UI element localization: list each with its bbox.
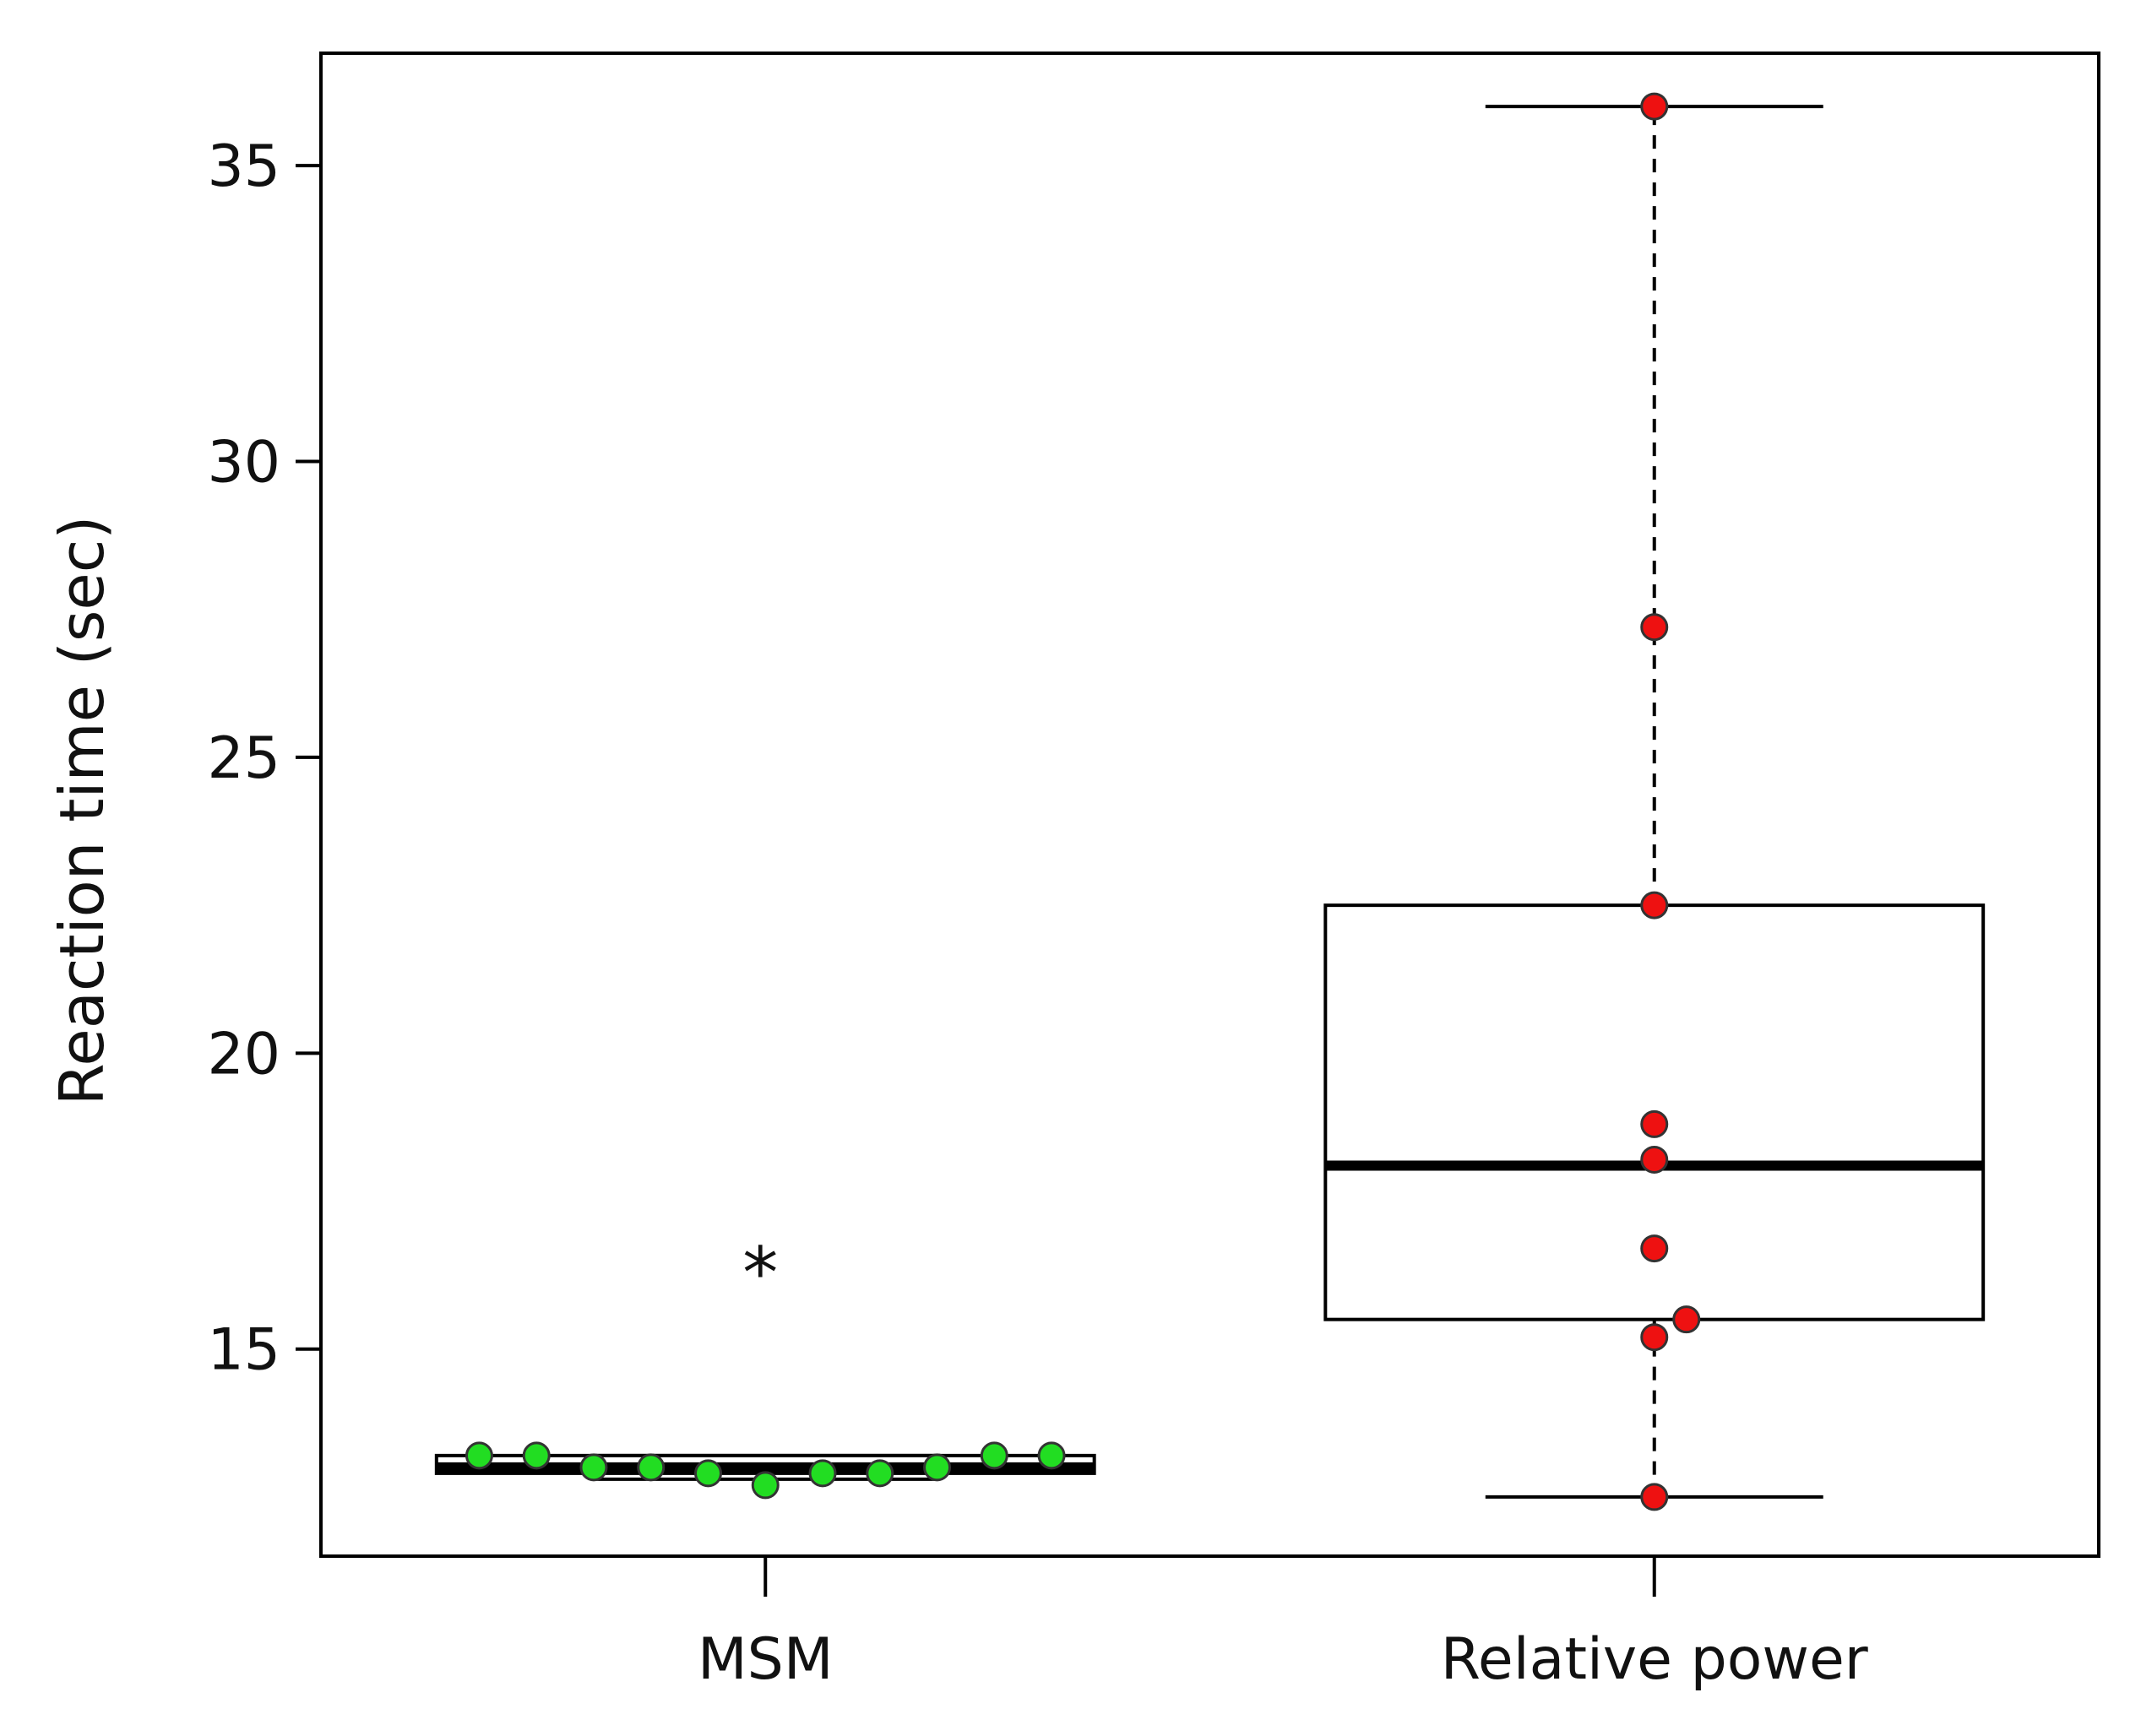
msm-data-point bbox=[980, 1441, 1008, 1470]
y-axis-title: Reaction time (sec) bbox=[46, 516, 117, 1106]
y-tick-label-30: 30 bbox=[207, 430, 280, 496]
msm-data-point bbox=[579, 1453, 608, 1482]
msm-data-point bbox=[522, 1441, 551, 1470]
msm-data-point bbox=[808, 1459, 837, 1488]
relative-power-data-point bbox=[1640, 1323, 1669, 1352]
x-tick-label-relative-power: Relative power bbox=[1441, 1626, 1868, 1693]
y-axis: 15 20 25 30 35 bbox=[207, 133, 321, 1384]
y-tick-label-15: 15 bbox=[207, 1317, 280, 1384]
msm-data-point bbox=[465, 1441, 493, 1470]
x-tick-label-msm: MSM bbox=[698, 1626, 834, 1693]
relative-power-data-point bbox=[1640, 1145, 1669, 1174]
plot-frame bbox=[319, 52, 2100, 1558]
relative-power-data-point bbox=[1640, 92, 1669, 121]
msm-data-point bbox=[751, 1471, 780, 1500]
msm-data-point bbox=[923, 1453, 952, 1482]
relative-power-data-point bbox=[1640, 891, 1669, 920]
relative-power-data-point bbox=[1640, 1483, 1669, 1511]
relative-power-data-point bbox=[1672, 1305, 1701, 1334]
box-series: * bbox=[434, 92, 1986, 1511]
msm-data-point bbox=[1037, 1441, 1066, 1470]
y-tick-label-20: 20 bbox=[207, 1021, 280, 1088]
y-tick-label-35: 35 bbox=[207, 133, 280, 200]
msm-data-point bbox=[866, 1459, 894, 1488]
msm-data-point bbox=[637, 1453, 666, 1482]
relative-power-data-point bbox=[1640, 1234, 1669, 1263]
x-axis: MSM Relative power bbox=[698, 1556, 1868, 1693]
relative-power-data-point bbox=[1640, 1109, 1669, 1138]
msm-significance-marker: * bbox=[742, 1232, 778, 1315]
y-tick-label-25: 25 bbox=[207, 725, 280, 792]
msm-data-point bbox=[693, 1459, 722, 1488]
relative-power-data-point bbox=[1640, 613, 1669, 642]
